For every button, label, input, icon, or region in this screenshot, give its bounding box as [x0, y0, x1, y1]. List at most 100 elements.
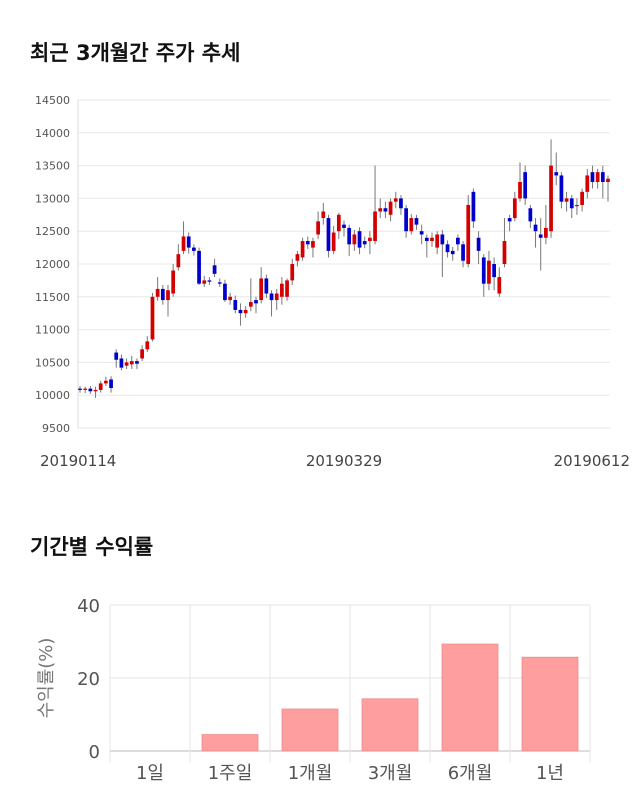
- x-tick-label: 1개월: [288, 763, 333, 784]
- candle-body: [347, 227, 352, 245]
- y-tick-label: 10000: [35, 389, 70, 402]
- candle-body: [326, 218, 331, 251]
- candle-body: [316, 221, 320, 235]
- candle-body: [311, 241, 315, 248]
- candle-body: [538, 234, 543, 238]
- candle-body: [305, 241, 310, 245]
- y-tick-label: 20: [77, 669, 100, 690]
- candle-body: [523, 172, 528, 199]
- y-tick-label: 40: [77, 596, 100, 617]
- y-tick-label: 11500: [35, 291, 70, 304]
- candle-body: [321, 211, 326, 219]
- candle-body: [119, 358, 124, 368]
- candle-body: [83, 388, 88, 390]
- candle-body: [507, 218, 512, 222]
- candle-body: [564, 198, 569, 202]
- candle-body: [575, 204, 579, 207]
- candle-body: [114, 352, 119, 360]
- candle-body: [88, 388, 93, 392]
- candle-body: [269, 293, 274, 301]
- candle-body: [492, 264, 496, 278]
- candle-body: [140, 349, 144, 359]
- return-bar: [201, 734, 259, 752]
- candle-body: [544, 227, 548, 238]
- candle-body: [440, 234, 445, 245]
- candle-body: [207, 280, 212, 282]
- y-tick-label: 14500: [35, 94, 70, 107]
- y-tick-label: 10500: [35, 356, 70, 369]
- candle-body: [487, 260, 491, 284]
- candle-body: [580, 191, 584, 205]
- candle-body: [228, 296, 232, 301]
- candle-body: [285, 280, 289, 297]
- candle-body: [145, 341, 150, 350]
- candle-body: [424, 237, 429, 242]
- candle-body: [248, 302, 253, 307]
- candle-body: [476, 237, 481, 251]
- candle-body: [129, 361, 134, 365]
- candle-body: [124, 362, 129, 366]
- candle-body: [93, 389, 98, 392]
- candle-body: [295, 254, 300, 261]
- candle-body: [171, 270, 176, 294]
- candle-body: [166, 290, 170, 301]
- candle-body: [362, 241, 367, 245]
- candle-body: [373, 211, 377, 242]
- returns-title: 기간별 수익률: [30, 535, 154, 559]
- candle-body: [243, 309, 248, 314]
- y-tick-label: 12500: [35, 225, 70, 238]
- candle-body: [181, 236, 186, 251]
- candle-body: [502, 241, 507, 264]
- candle-body: [481, 257, 486, 284]
- x-tick-label: 20190114: [40, 452, 116, 470]
- candle-body: [104, 380, 108, 384]
- candle-body: [497, 277, 502, 294]
- candle-body: [331, 232, 336, 251]
- candle-body: [336, 214, 341, 232]
- y-axis-label: 수익률(%): [36, 638, 57, 719]
- candle-body: [98, 383, 103, 390]
- candle-body: [186, 236, 191, 248]
- price-trend-title: 최근 3개월간 주가 추세: [30, 41, 241, 65]
- candle-body: [471, 191, 476, 222]
- candle-body: [280, 283, 284, 297]
- candle-body: [109, 379, 113, 388]
- candle-body: [202, 280, 207, 284]
- candle-body: [160, 288, 165, 301]
- candle-body: [197, 250, 201, 284]
- y-tick-label: 14000: [35, 127, 70, 140]
- candle-body: [176, 254, 181, 268]
- candle-body: [192, 247, 196, 251]
- candle-body: [445, 244, 450, 253]
- candle-body: [414, 218, 419, 225]
- candle-body: [274, 293, 279, 301]
- candle-body: [238, 309, 243, 314]
- candle-body: [223, 283, 227, 301]
- y-tick-label: 0: [89, 742, 100, 763]
- candle-body: [590, 172, 595, 182]
- y-tick-label: 13500: [35, 160, 70, 173]
- y-tick-label: 11000: [35, 324, 70, 337]
- candle-body: [450, 250, 455, 255]
- return-bar: [441, 643, 499, 752]
- candle-body: [533, 224, 538, 232]
- candle-body: [595, 172, 600, 182]
- candle-body: [383, 208, 388, 212]
- x-tick-label: 1년: [536, 763, 564, 784]
- candle-body: [78, 388, 82, 390]
- candle-body: [569, 198, 574, 209]
- x-tick-label: 20190612: [554, 452, 630, 470]
- candle-body: [259, 278, 264, 301]
- candle-body: [150, 296, 155, 340]
- candle-body: [290, 264, 295, 281]
- candle-body: [254, 300, 258, 304]
- candle-body: [378, 208, 383, 212]
- candle-body: [264, 278, 269, 294]
- candle-body: [352, 234, 357, 245]
- candle-body: [342, 224, 346, 228]
- y-tick-label: 13000: [35, 192, 70, 205]
- x-tick-label: 6개월: [448, 763, 493, 784]
- candle-body: [404, 208, 408, 232]
- candle-body: [399, 198, 403, 209]
